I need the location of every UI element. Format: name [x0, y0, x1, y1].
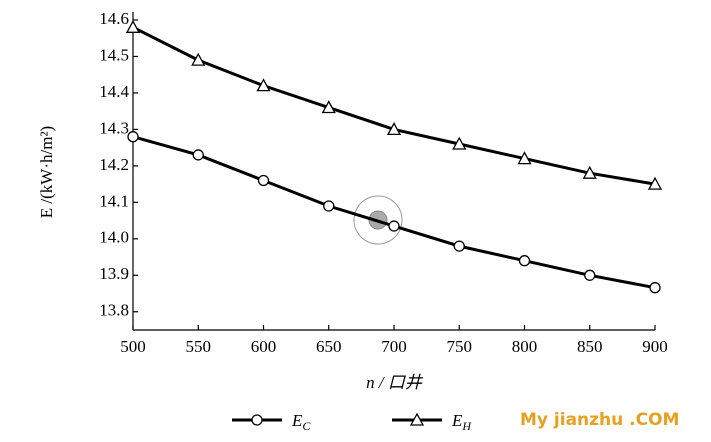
data-point	[192, 149, 204, 161]
legend-marker	[251, 414, 263, 426]
y-tick-label: 14.2	[99, 155, 129, 174]
data-point	[321, 100, 336, 114]
data-point	[647, 176, 663, 190]
data-point	[453, 240, 465, 252]
data-point	[127, 131, 139, 143]
data-point	[257, 174, 270, 187]
series-line	[132, 135, 656, 290]
legend-marker	[409, 412, 425, 426]
x-tick-label: 600	[251, 337, 277, 356]
data-point	[582, 165, 597, 179]
y-tick-label: 14.4	[99, 82, 129, 101]
data-point	[256, 78, 271, 92]
data-point	[649, 282, 661, 294]
data-point	[323, 200, 335, 212]
data-point	[191, 52, 206, 66]
y-tick-label: 13.9	[99, 264, 129, 283]
x-tick-label: 800	[512, 337, 538, 356]
x-tick-label: 750	[447, 337, 473, 356]
x-tick-label: 850	[577, 337, 603, 356]
data-point	[517, 151, 532, 165]
x-tick-label: 700	[381, 337, 407, 356]
data-point	[452, 136, 467, 150]
data-point	[518, 255, 531, 267]
x-tick-label: 550	[186, 337, 212, 356]
x-axis-label: n / 口井	[366, 373, 424, 392]
y-axis-label: E /(kW·h/m²)	[37, 126, 56, 218]
y-tick-label: 14.5	[99, 45, 129, 64]
data-point	[584, 269, 596, 281]
data-point	[388, 220, 400, 232]
watermark: My jianzhu .COM	[520, 410, 679, 430]
y-tick-label: 13.8	[99, 301, 129, 320]
data-point	[125, 19, 141, 33]
cursor-ring	[353, 195, 403, 245]
data-point	[386, 122, 402, 136]
y-tick-label: 14.0	[99, 228, 129, 247]
legend-label: EC	[291, 411, 311, 433]
x-tick-label: 500	[120, 337, 146, 356]
x-tick-label: 650	[316, 337, 342, 356]
y-tick-label: 14.1	[99, 191, 129, 210]
y-tick-label: 14.6	[99, 9, 129, 28]
x-tick-label: 900	[642, 337, 668, 356]
legend-label: EH	[451, 411, 472, 433]
y-tick-label: 14.3	[99, 118, 129, 137]
